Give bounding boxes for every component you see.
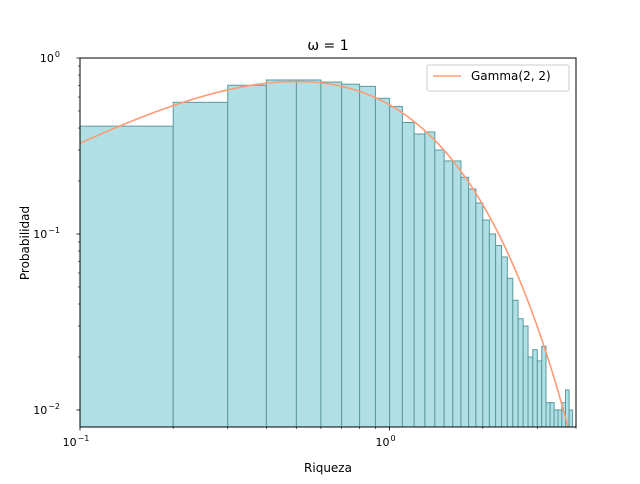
plot-frame — [79, 57, 577, 428]
legend-box — [426, 64, 570, 92]
y-tick-label-exponent: 0 — [55, 50, 60, 59]
histogram-bar — [443, 160, 454, 427]
histogram-bar — [424, 131, 436, 427]
histogram-bar — [172, 101, 229, 427]
legend: Gamma(2, 2) — [426, 64, 570, 92]
series-line-gamma — [80, 80, 569, 427]
histogram-bar — [359, 85, 376, 427]
histogram-bar — [460, 176, 470, 427]
histogram-bar — [320, 81, 343, 427]
histogram-bar — [80, 125, 174, 427]
histogram-bar — [482, 219, 490, 427]
histogram-bar — [374, 97, 391, 427]
histogram-bar — [341, 83, 361, 427]
y-tick-label-exponent: −2 — [48, 402, 60, 411]
x-tick-label-exponent: 0 — [391, 434, 396, 443]
x-tick-label-exponent: −1 — [78, 434, 90, 443]
histogram-bar — [501, 256, 508, 427]
histogram-bar — [468, 188, 477, 427]
histogram-bar — [389, 106, 403, 427]
x-axis-label: Riqueza — [304, 461, 352, 475]
histogram-bar — [557, 409, 563, 427]
histogram-bar — [568, 409, 574, 427]
histogram-bar — [434, 149, 445, 427]
histogram-bar — [475, 202, 484, 427]
legend-label-gamma: Gamma(2, 2) — [471, 69, 551, 83]
histogram-bar — [295, 79, 322, 427]
y-axis-label: Probabilidad — [18, 206, 32, 280]
series-lines — [80, 80, 569, 427]
histogram-bar — [553, 409, 559, 427]
histogram-bar — [495, 244, 503, 427]
histogram-bar — [265, 79, 297, 427]
histogram-bar — [512, 299, 519, 427]
y-tick-label-exponent: −1 — [48, 226, 60, 235]
histogram-bars — [80, 79, 574, 427]
histogram-bar — [413, 133, 426, 427]
histogram-bar — [488, 233, 497, 427]
histogram-bar — [506, 277, 514, 427]
histogram-bar — [401, 121, 415, 427]
chart-title: ω = 1 — [307, 38, 348, 54]
histogram-bar — [452, 160, 462, 427]
histogram-bar — [227, 84, 267, 427]
